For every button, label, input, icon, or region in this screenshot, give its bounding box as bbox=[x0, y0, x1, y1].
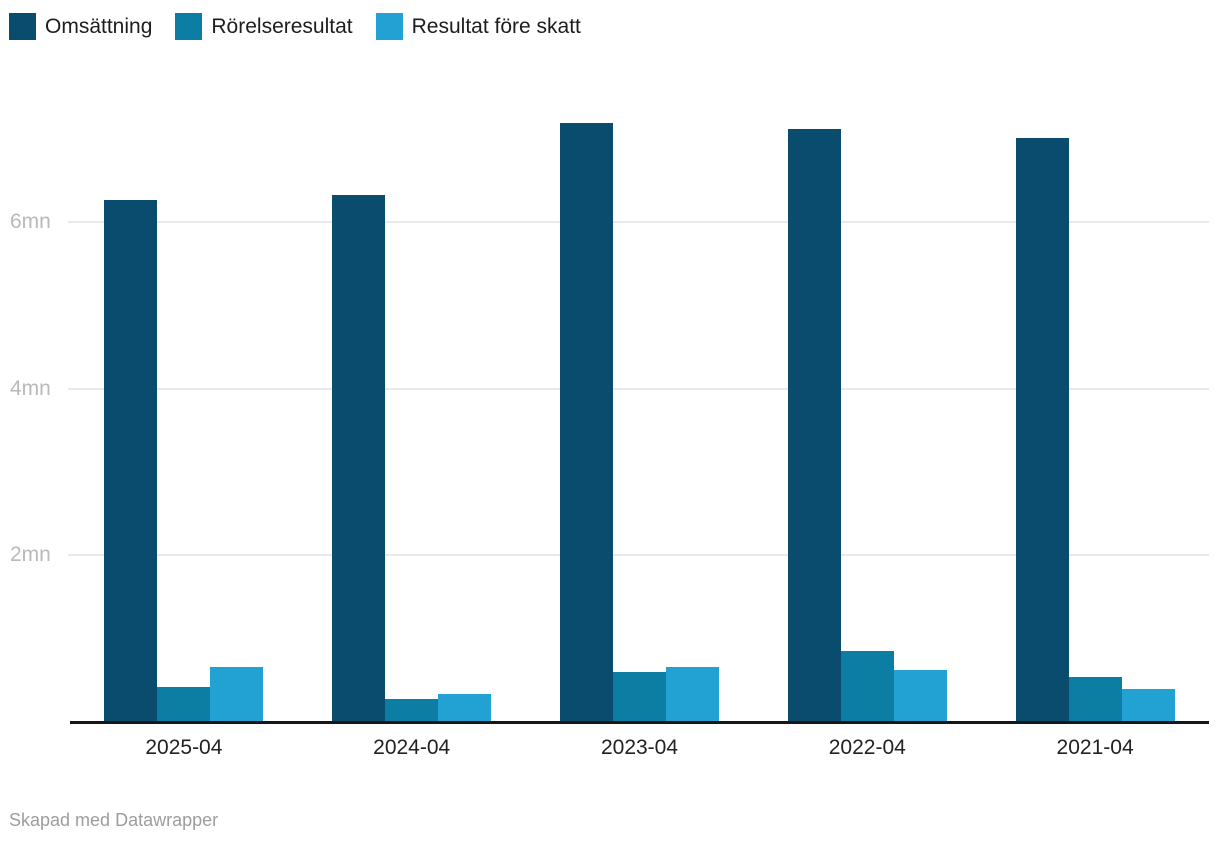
bar-r-relseresultat-2024-04[interactable] bbox=[385, 698, 439, 722]
gridline bbox=[68, 387, 1209, 390]
gridline bbox=[68, 221, 1209, 223]
legend-swatch-icon bbox=[375, 13, 403, 40]
bar-oms-ttning-2022-04[interactable] bbox=[787, 128, 841, 722]
x-axis-tick-label: 2023-04 bbox=[600, 736, 679, 759]
legend-item: Rörelseresultat bbox=[175, 13, 353, 40]
bar-r-relseresultat-2021-04[interactable] bbox=[1068, 677, 1122, 722]
legend-item: Omsättning bbox=[9, 13, 152, 40]
x-axis-line bbox=[70, 721, 1209, 724]
legend-swatch-icon bbox=[175, 13, 203, 40]
x-axis-tick-label: 2024-04 bbox=[373, 736, 451, 759]
bar-r-relseresultat-2022-04[interactable] bbox=[840, 651, 894, 722]
bar-resultat-f-re-skatt-2025-04[interactable] bbox=[210, 667, 264, 722]
legend-item: Resultat före skatt bbox=[375, 13, 581, 40]
bar-resultat-f-re-skatt-2024-04[interactable] bbox=[438, 693, 492, 722]
x-axis-tick-label: 2022-04 bbox=[828, 736, 906, 759]
y-axis-tick-label: 4mn bbox=[10, 376, 51, 400]
bar-oms-ttning-2025-04[interactable] bbox=[104, 199, 158, 722]
bar-oms-ttning-2021-04[interactable] bbox=[1015, 137, 1069, 722]
bar-r-relseresultat-2025-04[interactable] bbox=[157, 687, 211, 722]
y-axis-tick-label: 2mn bbox=[10, 543, 51, 567]
y-axis-tick-label: 6mn bbox=[10, 210, 51, 233]
legend-swatch-icon bbox=[9, 13, 36, 40]
bar-resultat-f-re-skatt-2023-04[interactable] bbox=[666, 667, 719, 722]
x-axis-tick-label: 2021-04 bbox=[1056, 736, 1134, 759]
x-axis-tick-label: 2025-04 bbox=[145, 736, 223, 759]
legend-label: Resultat före skatt bbox=[411, 15, 581, 38]
gridline bbox=[68, 554, 1209, 557]
bar-resultat-f-re-skatt-2021-04[interactable] bbox=[1121, 688, 1175, 722]
bar-oms-ttning-2023-04[interactable] bbox=[560, 122, 613, 722]
chart-legend: Omsättning Rörelseresultat Resultat före s… bbox=[9, 13, 581, 40]
legend-label: Rörelseresultat bbox=[211, 15, 353, 38]
attribution-text: Skapad med Datawrapper bbox=[9, 810, 219, 830]
legend-label: Omsättning bbox=[45, 15, 153, 38]
bar-r-relseresultat-2023-04[interactable] bbox=[613, 672, 666, 722]
bar-oms-ttning-2024-04[interactable] bbox=[332, 195, 386, 722]
bar-resultat-f-re-skatt-2022-04[interactable] bbox=[893, 669, 947, 722]
